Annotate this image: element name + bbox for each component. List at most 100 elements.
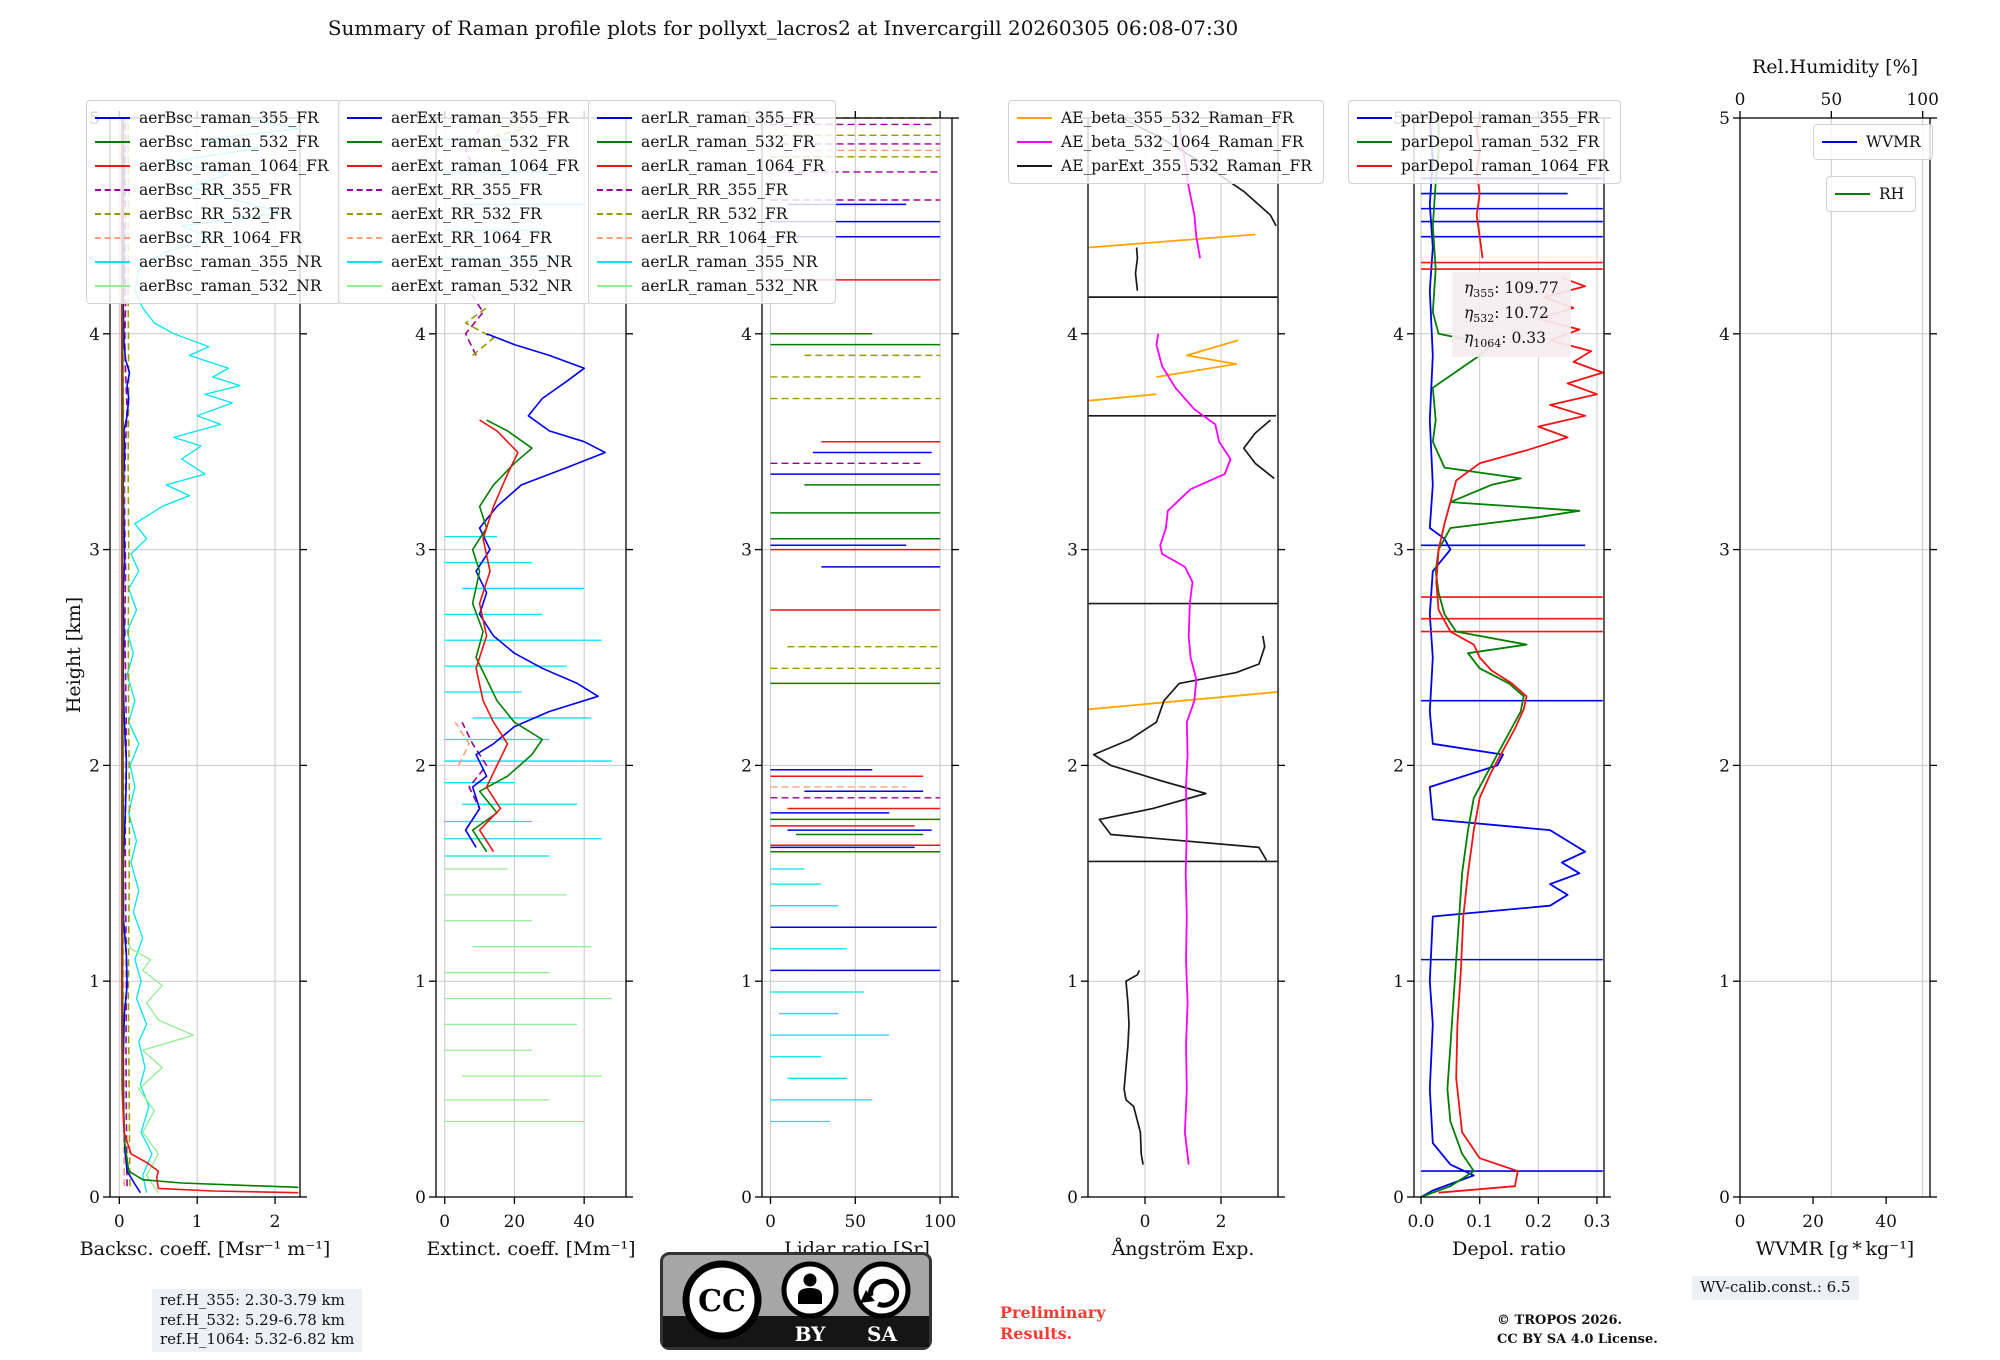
legend-label: aerBsc_raman_532_NR <box>139 277 322 295</box>
legend-entry: parDepol_raman_355_FR <box>1357 106 1609 130</box>
x-tick-label: 2 <box>1216 1212 1227 1232</box>
legend-entry: aerExt_raman_532_NR <box>347 274 579 298</box>
legend-line-sample-icon <box>1822 141 1857 143</box>
legend-label: aerBsc_RR_1064_FR <box>139 229 302 247</box>
eta-value: η1064: 0.33 <box>1464 329 1546 351</box>
legend-label: aerLR_raman_532_NR <box>641 277 818 295</box>
y-tick-label: 1 <box>89 972 100 992</box>
svg-text:BY: BY <box>795 1322 827 1346</box>
x-tick-label: 50 <box>844 1212 866 1232</box>
eta-calibration-box: η355: 109.77 η532: 10.72 η1064: 0.33 <box>1452 272 1571 358</box>
series-aerBsc_raman_532_FR <box>121 117 299 1189</box>
x-tick-label: 0 <box>439 1212 450 1232</box>
y-tick-label: 4 <box>1067 325 1078 345</box>
legend-line-sample-icon <box>597 117 632 119</box>
legend-entry: aerLR_raman_355_NR <box>597 250 824 274</box>
y-tick-label: 0 <box>1719 1188 1730 1208</box>
y-axis-label: Height [km] <box>63 596 85 714</box>
legend-line-sample-icon <box>347 117 382 119</box>
y-tick-label: 4 <box>1393 325 1404 345</box>
legend-label: aerBsc_raman_355_FR <box>139 109 319 127</box>
legend-entry: AE_beta_532_1064_Raman_FR <box>1017 130 1312 154</box>
legend-entry: aerLR_raman_355_FR <box>597 106 824 130</box>
legend-label: aerBsc_raman_355_NR <box>139 253 322 271</box>
legend-label: AE_parExt_355_532_Raman_FR <box>1061 157 1312 175</box>
legend-line-sample-icon <box>1357 117 1392 119</box>
page-title: Summary of Raman profile plots for polly… <box>327 16 1239 40</box>
y-tick-label: 2 <box>415 756 426 776</box>
legend-label: aerBsc_RR_355_FR <box>139 181 292 199</box>
legend-label: aerLR_raman_1064_FR <box>641 157 825 175</box>
legend-line-sample-icon <box>347 213 382 215</box>
legend-label: aerLR_RR_1064_FR <box>641 229 798 247</box>
top-tick-label: 0 <box>1735 90 1746 110</box>
eta-value: η355: 109.77 <box>1464 279 1559 301</box>
legend-line-sample-icon <box>347 141 382 143</box>
svg-text:SA: SA <box>867 1322 897 1346</box>
ref-height-1064: ref.H_1064: 5.32-6.82 km <box>160 1330 355 1348</box>
series-aerExt_RR_532_FR <box>464 307 495 357</box>
legend-entry: AE_beta_355_532_Raman_FR <box>1017 106 1312 130</box>
x-axis-label-depol: Depol. ratio <box>1452 1238 1566 1260</box>
legend-entry: aerExt_raman_532_FR <box>347 130 579 154</box>
legend-line-sample-icon <box>95 165 130 167</box>
legend-entry: aerBsc_RR_355_FR <box>95 178 329 202</box>
legend-wvmr-rh: RH <box>1826 176 1917 212</box>
legend-line-sample-icon <box>95 141 130 143</box>
legend-label: parDepol_raman_532_FR <box>1401 133 1600 151</box>
top-tick-label: 100 <box>1906 90 1938 110</box>
series-AE_beta_355_532_Raman_FR_c <box>1156 339 1239 378</box>
y-tick-label: 1 <box>415 972 426 992</box>
top-axis-label-rel-humidity: Rel.Humidity [%] <box>1751 56 1919 78</box>
legend-line-sample-icon <box>597 189 632 191</box>
series-aerBsc_raman_1064_FR <box>120 118 299 1194</box>
series-AE_beta_355_532_Raman_FR_b <box>1088 393 1157 402</box>
legend-label: aerLR_raman_355_FR <box>641 109 815 127</box>
legend-entry: AE_parExt_355_532_Raman_FR <box>1017 154 1312 178</box>
series-aerBsc_raman_355_FR <box>122 117 142 1194</box>
legend-line-sample-icon <box>347 189 382 191</box>
legend-entry: aerBsc_raman_532_NR <box>95 274 329 298</box>
legend-label: aerExt_RR_532_FR <box>391 205 542 223</box>
x-tick-label: 1 <box>192 1212 203 1232</box>
legend-label: aerExt_raman_355_NR <box>391 253 572 271</box>
y-tick-label: 0 <box>1393 1188 1404 1208</box>
y-tick-label: 1 <box>1719 972 1730 992</box>
x-tick-label: 0.0 <box>1408 1212 1435 1232</box>
cc-by-sa-logo: CC BY SA <box>660 1252 932 1354</box>
legend-label: parDepol_raman_355_FR <box>1401 109 1600 127</box>
legend-line-sample-icon <box>1357 141 1392 143</box>
legend-line-sample-icon <box>597 237 632 239</box>
legend-line-sample-icon <box>347 165 382 167</box>
legend-entry: aerExt_RR_532_FR <box>347 202 579 226</box>
x-tick-label: 40 <box>573 1212 595 1232</box>
series-AE_beta_355_532_Raman_FR_d <box>1088 233 1256 249</box>
legend-entry: aerBsc_RR_1064_FR <box>95 226 329 250</box>
legend-entry: aerBsc_raman_355_NR <box>95 250 329 274</box>
legend-label: aerBsc_raman_532_FR <box>139 133 319 151</box>
legend-label: AE_beta_355_532_Raman_FR <box>1061 109 1294 127</box>
reference-height-box: ref.H_355: 2.30-3.79 km ref.H_532: 5.29-… <box>152 1289 363 1352</box>
legend-entry: aerLR_RR_1064_FR <box>597 226 824 250</box>
x-tick-label: 40 <box>1875 1212 1897 1232</box>
x-tick-label: 20 <box>1802 1212 1824 1232</box>
x-tick-label: 0 <box>765 1212 776 1232</box>
y-tick-label: 0 <box>741 1188 752 1208</box>
x-tick-label: 100 <box>924 1212 956 1232</box>
legend-label: aerLR_RR_355_FR <box>641 181 788 199</box>
legend-label: aerExt_RR_1064_FR <box>391 229 552 247</box>
x-tick-label: 0 <box>1140 1212 1151 1232</box>
y-tick-label: 2 <box>1719 756 1730 776</box>
legend-entry: parDepol_raman_532_FR <box>1357 130 1609 154</box>
x-tick-label: 0 <box>1735 1212 1746 1232</box>
ref-height-355: ref.H_355: 2.30-3.79 km <box>160 1291 345 1309</box>
y-tick-label: 2 <box>1067 756 1078 776</box>
series-AE_parExt_355_532_Raman_FR_mid <box>1092 635 1268 861</box>
legend-entry: WVMR <box>1822 130 1921 154</box>
wv-calib-box: WV-calib.const.: 6.5 <box>1692 1276 1859 1300</box>
legend-line-sample-icon <box>1017 141 1052 143</box>
legend-line-sample-icon <box>95 117 130 119</box>
legend-depol_ratio: parDepol_raman_355_FR parDepol_raman_532_… <box>1348 100 1622 184</box>
legend-line-sample-icon <box>95 261 130 263</box>
